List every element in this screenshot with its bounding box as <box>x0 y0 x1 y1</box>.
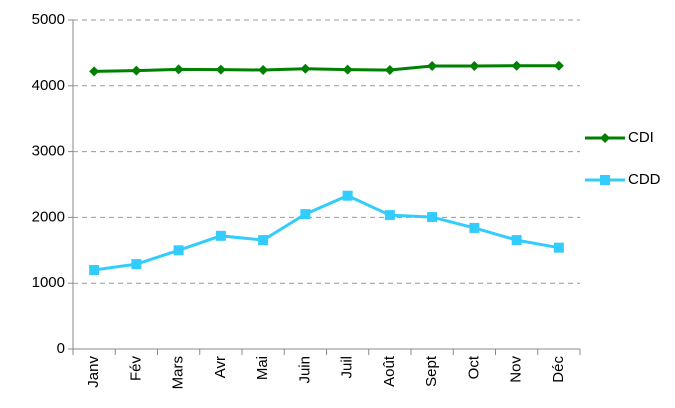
x-tick-label: Juin <box>296 356 313 384</box>
marker <box>215 64 226 75</box>
marker <box>553 60 564 71</box>
marker <box>511 60 522 71</box>
marker <box>300 209 311 220</box>
marker <box>131 259 142 270</box>
marker <box>300 63 311 74</box>
y-tick-label: 1000 <box>32 274 65 291</box>
marker <box>469 61 480 72</box>
x-tick-label: Janv <box>85 356 102 388</box>
x-tick-label: Mars <box>170 356 187 389</box>
marker <box>258 65 269 76</box>
y-tick-label: 0 <box>57 340 65 357</box>
marker <box>89 66 100 77</box>
marker <box>131 65 142 76</box>
x-tick-label: Mai <box>254 356 271 380</box>
legend-label: CDI <box>628 129 654 146</box>
x-tick-label: Déc <box>550 356 567 383</box>
marker <box>469 222 480 233</box>
x-tick-label: Avr <box>212 356 229 378</box>
y-tick-label: 2000 <box>32 208 65 225</box>
x-tick-label: Oct <box>465 355 482 379</box>
marker <box>215 230 226 241</box>
marker <box>553 242 564 253</box>
marker <box>173 245 184 256</box>
x-tick-label: Fév <box>127 356 144 382</box>
marker <box>89 265 100 276</box>
series-line <box>94 64 559 73</box>
marker <box>342 64 353 75</box>
y-tick-label: 3000 <box>32 143 65 160</box>
legend-marker <box>600 175 610 185</box>
marker <box>342 190 353 201</box>
marker <box>384 210 395 221</box>
x-tick-label: Août <box>381 355 398 387</box>
x-tick-label: Juil <box>339 356 356 379</box>
legend-label: CDD <box>628 171 661 188</box>
marker <box>427 61 438 72</box>
marker <box>173 64 184 75</box>
y-tick-label: 4000 <box>32 77 65 94</box>
x-tick-label: Sept <box>423 355 440 387</box>
x-tick-label: Nov <box>508 356 525 383</box>
marker <box>511 235 522 246</box>
series-line <box>93 194 560 272</box>
marker <box>384 65 395 76</box>
legend-marker <box>600 133 610 143</box>
y-tick-label: 5000 <box>32 11 65 28</box>
marker <box>258 235 269 246</box>
marker <box>427 212 438 223</box>
